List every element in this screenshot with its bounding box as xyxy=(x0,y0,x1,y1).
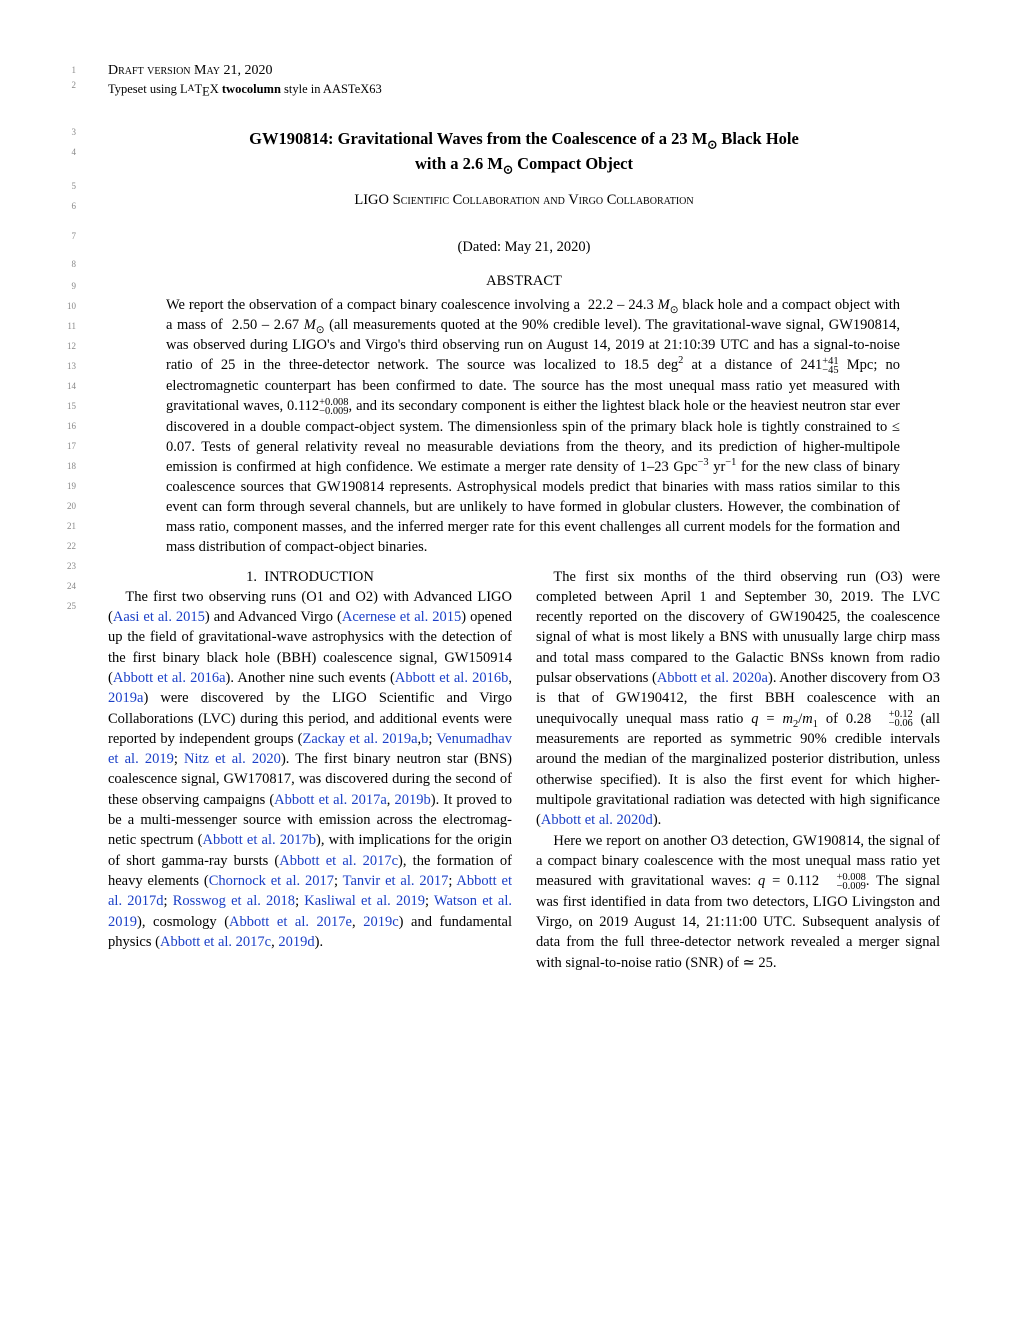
latex-t: T xyxy=(194,82,202,96)
abstract-heading: ABSTRACT xyxy=(108,272,940,292)
line-number: 22 xyxy=(58,540,76,552)
paper-title-line2: with a 2.6 M⊙ Compact Object xyxy=(108,153,940,175)
line-number: 19 xyxy=(58,480,76,492)
line-number: 8 xyxy=(58,258,76,270)
line-number: 10 xyxy=(58,300,76,312)
typeset-suffix: style in AASTeX63 xyxy=(281,82,382,96)
typeset-style-bold: twocolumn xyxy=(222,82,281,96)
line-number: 20 xyxy=(58,500,76,512)
title-text-1a: GW190814: Gravitational Waves from the C… xyxy=(249,129,707,148)
line-number: 5 xyxy=(58,180,76,192)
typeset-prefix: Typeset using L xyxy=(108,82,188,96)
line-number: 17 xyxy=(58,440,76,452)
line-number: 3 xyxy=(58,126,76,138)
line-number: 23 xyxy=(58,560,76,572)
left-col-para-1: The first two observing runs (O1 and O2)… xyxy=(108,587,512,952)
line-number: 25 xyxy=(58,600,76,612)
line-number: 13 xyxy=(58,360,76,372)
line-number: 12 xyxy=(58,340,76,352)
line-number: 21 xyxy=(58,520,76,532)
line-number: 2 xyxy=(58,79,76,91)
sun-symbol-2: ⊙ xyxy=(503,162,513,176)
line-number: 9 xyxy=(58,280,76,292)
title-text-2b: Compact Object xyxy=(513,154,633,173)
dated-line: (Dated: May 21, 2020) xyxy=(108,238,940,258)
title-text-1b: Black Hole xyxy=(717,129,799,148)
title-text-2a: with a 2.6 M xyxy=(415,154,503,173)
line-number: 15 xyxy=(58,400,76,412)
right-column: The first six months of the third observ… xyxy=(536,567,940,973)
line-number: 14 xyxy=(58,380,76,392)
line-number: 1 xyxy=(58,64,76,76)
line-number: 11 xyxy=(58,320,76,332)
sun-symbol-1: ⊙ xyxy=(707,138,717,152)
section-1-heading: 1. INTRODUCTION xyxy=(108,567,512,587)
right-col-para-1: The first six months of the third observ… xyxy=(536,567,940,831)
left-column: 1. INTRODUCTION The first two observing … xyxy=(108,567,512,973)
draft-version-line: Draft version May 21, 2020 xyxy=(108,62,940,81)
typeset-line: Typeset using LATEX twocolumn style in A… xyxy=(108,81,940,100)
line-number: 16 xyxy=(58,420,76,432)
latex-x: X xyxy=(210,82,222,96)
line-number: 4 xyxy=(58,146,76,158)
line-number: 18 xyxy=(58,460,76,472)
abstract-body: We report the observation of a compact b… xyxy=(166,295,900,556)
line-number: 6 xyxy=(58,200,76,212)
line-number: 24 xyxy=(58,580,76,592)
authors-line: LIGO Scientific Collaboration and Virgo … xyxy=(108,191,940,211)
line-number: 7 xyxy=(58,230,76,242)
latex-e: E xyxy=(202,84,210,98)
paper-title-line1: GW190814: Gravitational Waves from the C… xyxy=(108,128,940,150)
right-col-para-2: Here we report on another O3 detection, … xyxy=(536,831,940,973)
two-column-body: 1. INTRODUCTION The first two observing … xyxy=(108,567,940,973)
